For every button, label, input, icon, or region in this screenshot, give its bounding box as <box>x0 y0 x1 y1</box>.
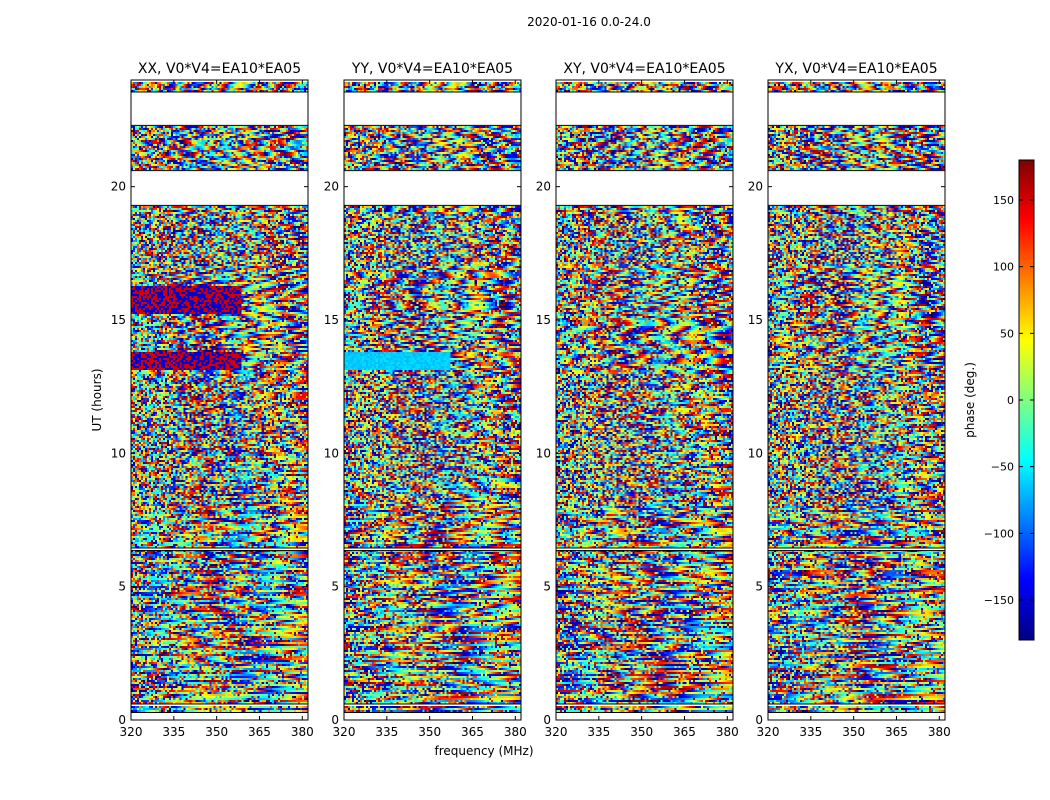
y-tick-label: 15 <box>324 313 339 327</box>
x-tick-label: 335 <box>162 725 185 739</box>
x-tick-label: 380 <box>504 725 527 739</box>
x-tick-label: 350 <box>205 725 228 739</box>
y-tick-label: 10 <box>111 446 126 460</box>
phase-heatmap <box>556 80 733 720</box>
x-tick-label: 380 <box>928 725 951 739</box>
y-tick-label: 20 <box>536 180 551 194</box>
colorbar-tick-label: −100 <box>984 527 1014 540</box>
x-tick-label: 380 <box>291 725 314 739</box>
colorbar-tick-label: 0 <box>1007 394 1014 407</box>
y-tick-label: 0 <box>755 713 763 727</box>
y-tick-label: 15 <box>748 313 763 327</box>
x-tick-label: 320 <box>545 725 568 739</box>
y-tick-label: 0 <box>118 713 126 727</box>
y-tick-label: 10 <box>536 446 551 460</box>
x-tick-label: 335 <box>587 725 610 739</box>
panel-frame <box>767 79 946 721</box>
x-tick-label: 350 <box>630 725 653 739</box>
phase-heatmap <box>131 80 308 720</box>
panel-xx: XX, V0*V4=EA10*EA05 320 335 350 365 380 0 5 10 15… <box>111 61 314 739</box>
panel-frame <box>130 79 309 721</box>
phase-heatmap <box>768 80 945 720</box>
x-tick-label: 365 <box>673 725 696 739</box>
x-tick-label: 320 <box>333 725 356 739</box>
x-tick-label: 380 <box>716 725 739 739</box>
x-tick-label: 350 <box>418 725 441 739</box>
y-tick-label: 5 <box>118 580 126 594</box>
y-tick-label: 10 <box>748 446 763 460</box>
panel-frame <box>555 79 734 721</box>
y-axis-label: UT (hours) <box>90 368 104 431</box>
x-tick-label: 335 <box>375 725 398 739</box>
panel-title: YX, V0*V4=EA10*EA05 <box>774 61 937 77</box>
colorbar: 150 100 50 0 −50 −100 −150 <box>984 159 1035 641</box>
x-axis-label: frequency (MHz) <box>434 744 533 758</box>
x-tick-label: 350 <box>842 725 865 739</box>
x-tick-label: 365 <box>461 725 484 739</box>
colorbar-tick-label: 50 <box>1000 327 1014 340</box>
x-tick-label: 365 <box>248 725 271 739</box>
panel-title: XX, V0*V4=EA10*EA05 <box>138 61 301 77</box>
figure-title: 2020-01-16 0.0-24.0 <box>527 15 651 29</box>
x-tick-label: 365 <box>885 725 908 739</box>
x-tick-label: 320 <box>120 725 143 739</box>
y-tick-label: 20 <box>111 180 126 194</box>
y-tick-label: 15 <box>536 313 551 327</box>
panels: XX, V0*V4=EA10*EA05 320 335 350 365 380 0 5 10 15… <box>111 61 951 739</box>
colorbar-label: phase (deg.) <box>963 362 977 438</box>
panel-yx: YX, V0*V4=EA10*EA05 320 335 350 365 380 0 5 10 15… <box>748 61 951 739</box>
x-tick-label: 335 <box>799 725 822 739</box>
y-tick-label: 0 <box>331 713 339 727</box>
panel-title: XY, V0*V4=EA10*EA05 <box>563 61 725 77</box>
colorbar-tick-label: −150 <box>984 594 1014 607</box>
y-tick-label: 20 <box>324 180 339 194</box>
phase-heatmap <box>344 80 521 720</box>
x-tick-label: 320 <box>757 725 780 739</box>
panel-title: YY, V0*V4=EA10*EA05 <box>351 61 513 77</box>
y-tick-label: 20 <box>748 180 763 194</box>
panel-yy: YY, V0*V4=EA10*EA05 320 335 350 365 380 0 5 10 15… <box>324 61 527 739</box>
panel-frame <box>343 79 522 721</box>
colorbar-tick-label: −50 <box>991 461 1014 474</box>
y-tick-label: 15 <box>111 313 126 327</box>
colorbar-tick-label: 150 <box>993 194 1014 207</box>
y-tick-label: 5 <box>755 580 763 594</box>
y-tick-label: 5 <box>543 580 551 594</box>
panel-xy: XY, V0*V4=EA10*EA05 320 335 350 365 380 0 5 10 15… <box>536 61 739 739</box>
colorbar-tick-label: 100 <box>993 261 1014 274</box>
y-tick-label: 0 <box>543 713 551 727</box>
y-tick-label: 5 <box>331 580 339 594</box>
y-tick-label: 10 <box>324 446 339 460</box>
